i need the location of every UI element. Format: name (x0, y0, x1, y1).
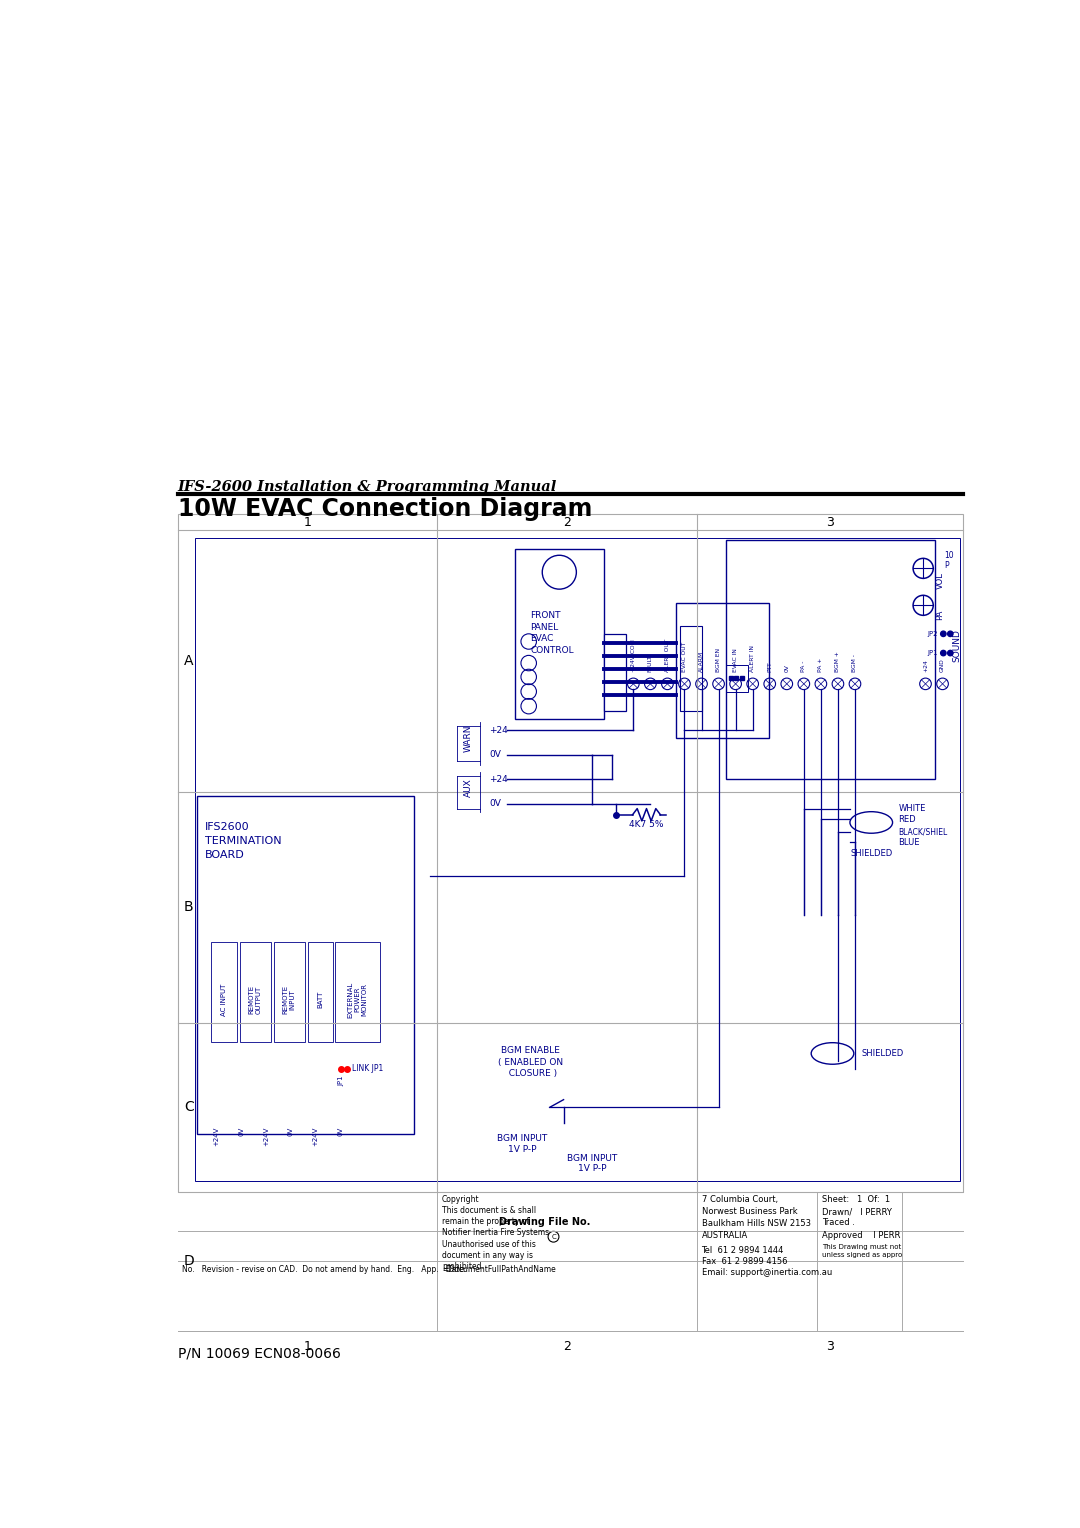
Text: +24: +24 (489, 775, 508, 784)
Text: 1: 1 (303, 1340, 311, 1352)
Text: 0V: 0V (489, 750, 501, 759)
Text: P/N 10069 ECN08-0066: P/N 10069 ECN08-0066 (177, 1346, 340, 1361)
Text: PA -: PA - (801, 662, 807, 672)
Text: JP1: JP1 (339, 1076, 345, 1086)
Text: unless signed as appro: unless signed as appro (822, 1251, 902, 1258)
Bar (308, 941, 333, 1042)
Text: Approved    I PERR: Approved I PERR (822, 1230, 900, 1239)
Text: ALARM: ALARM (699, 651, 704, 672)
Text: 0V: 0V (287, 1126, 294, 1135)
Text: PTT: PTT (767, 662, 772, 672)
Text: 0V: 0V (337, 1126, 343, 1135)
Text: SHIELDED: SHIELDED (862, 1048, 904, 1057)
Text: 2: 2 (563, 515, 571, 529)
Text: 3: 3 (826, 1340, 834, 1352)
Text: Copyright
This document is & shall
remain the property of
Notifier Inertia Fire : Copyright This document is & shall remai… (442, 1195, 549, 1271)
Text: Traced .: Traced . (822, 1218, 854, 1227)
Text: This Drawing must not: This Drawing must not (822, 1244, 901, 1250)
Text: PA +: PA + (819, 659, 823, 672)
Text: VOL: VOL (935, 571, 945, 590)
Bar (515, 549, 604, 718)
Text: ALERT IN: ALERT IN (751, 645, 755, 672)
Text: REMOTE
INPUT: REMOTE INPUT (283, 986, 296, 1015)
Text: 3: 3 (826, 515, 834, 529)
Text: Drawn/   I PERRY: Drawn/ I PERRY (822, 1207, 891, 1216)
Bar (726, 539, 935, 779)
Text: A: A (184, 654, 193, 668)
Text: D: D (184, 1254, 194, 1268)
Text: BGM +: BGM + (836, 651, 840, 672)
Text: BLUE: BLUE (899, 837, 920, 847)
Bar (197, 796, 414, 1134)
Text: 2: 2 (563, 1340, 571, 1352)
Text: +24V: +24V (214, 1126, 219, 1146)
Circle shape (941, 631, 946, 637)
Text: 10
P: 10 P (944, 552, 954, 570)
Bar (604, 634, 625, 711)
Text: BGM INPUT
1V P-P: BGM INPUT 1V P-P (567, 1154, 618, 1174)
Text: Tel  61 2 9894 1444: Tel 61 2 9894 1444 (702, 1245, 784, 1254)
Text: EVAC OUT: EVAC OUT (681, 642, 687, 672)
Text: BATT: BATT (318, 990, 323, 1008)
Text: JP1: JP1 (928, 649, 939, 656)
Text: +24: +24 (489, 726, 508, 735)
Circle shape (941, 651, 946, 656)
Text: ALERT OUT: ALERT OUT (665, 639, 670, 672)
Text: Email: support@inertia.com.au: Email: support@inertia.com.au (702, 1268, 832, 1276)
Text: 0V: 0V (489, 799, 501, 808)
Text: LINK JP1: LINK JP1 (352, 1065, 383, 1073)
Text: JP2: JP2 (928, 631, 939, 637)
Text: BGM -: BGM - (852, 654, 858, 672)
Text: 0V: 0V (784, 665, 789, 672)
Text: 0V: 0V (239, 1126, 244, 1135)
Text: B: B (184, 900, 193, 914)
Bar (240, 941, 271, 1042)
Bar (273, 941, 305, 1042)
Text: FAULT: FAULT (648, 654, 653, 672)
Bar (727, 665, 748, 692)
Text: C: C (551, 1233, 556, 1239)
Text: +24V: +24V (312, 1126, 319, 1146)
Circle shape (947, 631, 953, 637)
Text: BGM EN: BGM EN (716, 648, 721, 672)
Text: 1: 1 (303, 515, 311, 529)
Text: 10W EVAC Connection Diagram: 10W EVAC Connection Diagram (177, 497, 592, 521)
Text: IFS-2600 Installation & Programming Manual: IFS-2600 Installation & Programming Manu… (177, 480, 557, 494)
Text: FRONT
PANEL
EVAC
CONTROL: FRONT PANEL EVAC CONTROL (530, 611, 573, 656)
Text: IFS2600
TERMINATION
BOARD: IFS2600 TERMINATION BOARD (205, 822, 282, 860)
Text: =DocumentFullPathAndName: =DocumentFullPathAndName (442, 1265, 555, 1274)
Text: SOUND: SOUND (951, 630, 961, 662)
Bar (679, 626, 702, 711)
Text: WARN: WARN (463, 724, 473, 752)
Text: BGM INPUT
1V P-P: BGM INPUT 1V P-P (498, 1134, 548, 1154)
Text: PA: PA (935, 610, 945, 619)
Text: +24V: +24V (262, 1126, 269, 1146)
Text: REMOTE
OUTPUT: REMOTE OUTPUT (248, 986, 261, 1015)
Bar (195, 538, 960, 1181)
Text: 7 Columbia Court,
Norwest Business Park
Baulkham Hills NSW 2153
AUSTRALIA: 7 Columbia Court, Norwest Business Park … (702, 1195, 810, 1239)
Text: 4K7 5%: 4K7 5% (630, 821, 664, 830)
Text: SHIELDED: SHIELDED (850, 850, 892, 859)
Text: WHITE: WHITE (899, 804, 926, 813)
Text: C: C (184, 1100, 193, 1114)
Text: +24: +24 (923, 660, 928, 672)
Text: BGM ENABLE
( ENABLED ON
  CLOSURE ): BGM ENABLE ( ENABLED ON CLOSURE ) (498, 1045, 563, 1079)
Text: AC INPUT: AC INPUT (220, 984, 227, 1016)
Text: BLACK/SHIEL: BLACK/SHIEL (899, 827, 947, 836)
Text: GND: GND (940, 659, 945, 672)
Bar (335, 941, 380, 1042)
Text: Fax  61 2 9899 4156: Fax 61 2 9899 4156 (702, 1256, 787, 1265)
Text: Drawing File No.: Drawing File No. (499, 1216, 591, 1227)
Text: Sheet:   1  Of:  1: Sheet: 1 Of: 1 (822, 1195, 890, 1204)
Text: AUX: AUX (463, 778, 473, 798)
Text: +24V COM: +24V COM (631, 639, 636, 672)
Text: EVAC IN: EVAC IN (733, 648, 738, 672)
Circle shape (947, 651, 953, 656)
Bar (177, 515, 962, 1192)
Bar (211, 941, 237, 1042)
Text: RED: RED (899, 814, 916, 824)
Text: EXTERNAL
POWER
MONITOR: EXTERNAL POWER MONITOR (348, 981, 367, 1018)
Text: No.   Revision - revise on CAD.  Do not amend by hand.  Eng.   App.   Date: No. Revision - revise on CAD. Do not ame… (181, 1265, 463, 1274)
Bar (676, 604, 769, 738)
